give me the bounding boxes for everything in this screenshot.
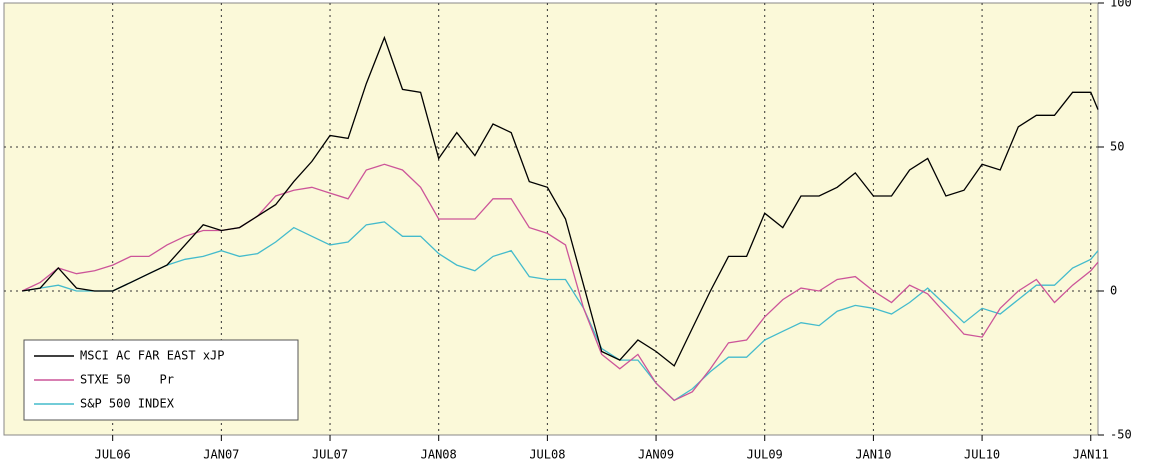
series-line [21,163,1099,402]
series-line [21,35,1099,367]
x-tick-label: JUL06 [95,448,131,462]
x-tick-label: JAN10 [855,448,891,462]
y-tick-label: 100 [1110,0,1132,10]
y-tick-label: -50 [1110,428,1132,442]
series-line [21,221,1099,402]
y-tick-label: 50 [1110,140,1124,154]
x-tick-label: JUL07 [312,448,348,462]
x-tick-label: JAN11 [1073,448,1109,462]
legend-label: STXE 50 Pr [80,373,174,387]
x-tick-label: JUL08 [529,448,565,462]
legend-label: MSCI AC FAR EAST xJP [80,349,225,363]
x-tick-label: JUL09 [747,448,783,462]
legend-label: S&P 500 INDEX [80,397,175,411]
x-tick-label: JAN08 [421,448,457,462]
y-tick-label: 0 [1110,284,1117,298]
x-tick-label: JAN09 [638,448,674,462]
legend: MSCI AC FAR EAST xJP STXE 50 Pr S&P 500 IN… [23,339,299,421]
x-tick-label: JAN07 [203,448,239,462]
x-tick-label: JUL10 [964,448,1000,462]
